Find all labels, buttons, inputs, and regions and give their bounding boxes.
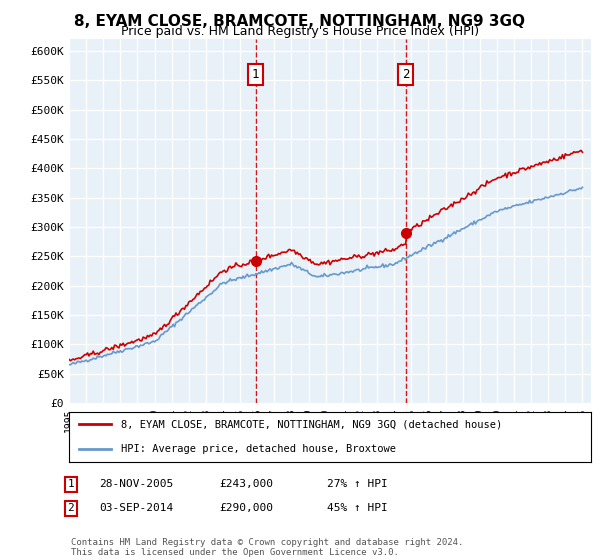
Text: 8, EYAM CLOSE, BRAMCOTE, NOTTINGHAM, NG9 3GQ: 8, EYAM CLOSE, BRAMCOTE, NOTTINGHAM, NG9… — [74, 14, 526, 29]
Text: 2: 2 — [67, 503, 74, 514]
Text: £243,000: £243,000 — [219, 479, 273, 489]
Text: Price paid vs. HM Land Registry's House Price Index (HPI): Price paid vs. HM Land Registry's House … — [121, 25, 479, 38]
Text: 1: 1 — [67, 479, 74, 489]
Text: £290,000: £290,000 — [219, 503, 273, 514]
Text: 28-NOV-2005: 28-NOV-2005 — [99, 479, 173, 489]
Text: Contains HM Land Registry data © Crown copyright and database right 2024.
This d: Contains HM Land Registry data © Crown c… — [71, 538, 463, 557]
Text: HPI: Average price, detached house, Broxtowe: HPI: Average price, detached house, Brox… — [121, 445, 396, 454]
Text: 2: 2 — [402, 68, 409, 81]
Text: 8, EYAM CLOSE, BRAMCOTE, NOTTINGHAM, NG9 3GQ (detached house): 8, EYAM CLOSE, BRAMCOTE, NOTTINGHAM, NG9… — [121, 419, 502, 429]
Text: 45% ↑ HPI: 45% ↑ HPI — [327, 503, 388, 514]
Text: 27% ↑ HPI: 27% ↑ HPI — [327, 479, 388, 489]
Text: 1: 1 — [252, 68, 259, 81]
Text: 03-SEP-2014: 03-SEP-2014 — [99, 503, 173, 514]
